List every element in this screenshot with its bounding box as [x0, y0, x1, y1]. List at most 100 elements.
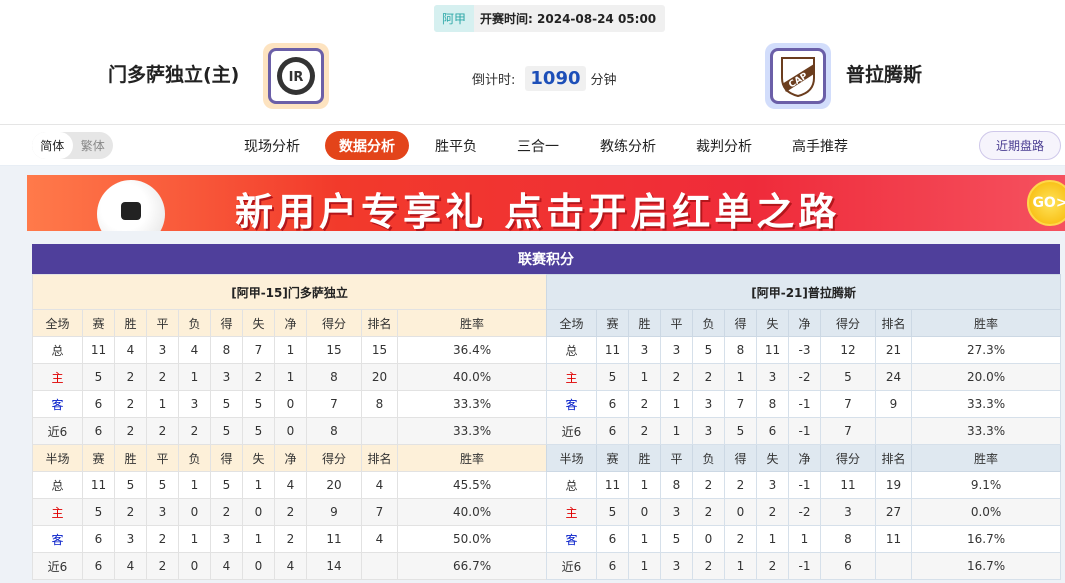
- table-cell: 6: [82, 417, 115, 445]
- nav-tab[interactable]: 教练分析: [600, 138, 656, 155]
- svg-text:IR: IR: [289, 70, 304, 85]
- match-info: 阿甲 开赛时间: 2024-08-24 05:00: [434, 5, 666, 32]
- column-header: 平: [660, 309, 693, 337]
- table-cell: 5: [820, 363, 876, 391]
- column-header: 胜率: [910, 309, 1062, 337]
- recent-trend-button[interactable]: 近期盘路: [979, 131, 1061, 160]
- column-header-row: 全场赛胜平负得失净得分 排名 胜率: [546, 309, 1062, 337]
- table-cell: 6: [82, 390, 115, 418]
- table-cell: 2: [692, 498, 725, 526]
- table-cell: 3: [660, 336, 693, 364]
- table-cell: 2: [724, 471, 757, 499]
- column-header: 净: [788, 444, 821, 472]
- table-cell: 2: [146, 525, 179, 553]
- table-cell: 3: [756, 363, 789, 391]
- table-cell: 36.4%: [396, 336, 548, 364]
- table-cell: 20.0%: [910, 363, 1062, 391]
- team-caption: [阿甲-15]门多萨独立: [31, 274, 548, 310]
- table-cell: [875, 417, 912, 445]
- table-cell: 4: [361, 525, 398, 553]
- table-row: 主 5 2 2 1 3 2 1 8 20 40.0%: [32, 363, 548, 391]
- row-label: 主: [546, 498, 597, 526]
- table-cell: 3: [692, 390, 725, 418]
- row-label: 总: [32, 336, 83, 364]
- table-cell: 0: [274, 417, 307, 445]
- table-row: 客 6 1 5 0 2 1 1 8 11 16.7%: [546, 525, 1062, 553]
- nav-tab[interactable]: 胜平负: [435, 138, 477, 155]
- table-cell: 2: [114, 363, 147, 391]
- away-team-logo: CAP: [765, 43, 831, 109]
- table-cell: 0: [242, 552, 275, 580]
- table-cell: -2: [788, 498, 821, 526]
- table-cell: 7: [242, 336, 275, 364]
- table-cell: 1: [660, 390, 693, 418]
- table-cell: 4: [361, 471, 398, 499]
- traditional-button[interactable]: 繁体: [80, 139, 105, 153]
- row-label: 主: [546, 363, 597, 391]
- table-cell: 0: [178, 498, 211, 526]
- row-label: 主: [32, 498, 83, 526]
- away-team-name: 普拉腾斯: [846, 64, 923, 86]
- nav-tab[interactable]: 三合一: [517, 138, 559, 155]
- table-cell: 2: [274, 498, 307, 526]
- nav-tab[interactable]: 现场分析: [244, 138, 300, 155]
- table-cell: 8: [724, 336, 757, 364]
- table-cell: 50.0%: [396, 525, 548, 553]
- table-cell: 4: [274, 471, 307, 499]
- column-header: 排名: [875, 444, 912, 472]
- league-standings: 联赛积分 [阿甲-15]门多萨独立 全场赛胜平负得失净得分 排名 胜率总 11 4 3 4 8 7…: [31, 244, 1062, 580]
- column-header: 全场: [546, 309, 597, 337]
- table-cell: 3: [114, 525, 147, 553]
- nav-tab[interactable]: 裁判分析: [696, 138, 752, 155]
- table-cell: 9: [875, 390, 912, 418]
- column-header: 得: [210, 309, 243, 337]
- table-cell: 20: [306, 471, 362, 499]
- table-cell: 8: [306, 417, 362, 445]
- table-cell: [361, 552, 398, 580]
- table-cell: 5: [210, 390, 243, 418]
- table-cell: 2: [274, 525, 307, 553]
- table-cell: 15: [306, 336, 362, 364]
- table-cell: 66.7%: [396, 552, 548, 580]
- home-team-name: 门多萨独立(主): [108, 64, 240, 86]
- column-header: 全场: [32, 309, 83, 337]
- table-cell: 7: [820, 390, 876, 418]
- row-label: 客: [32, 525, 83, 553]
- row-label: 总: [32, 471, 83, 499]
- column-header: 胜: [114, 444, 147, 472]
- row-label: 客: [546, 525, 597, 553]
- table-cell: 8: [756, 390, 789, 418]
- go-coin-icon[interactable]: GO>: [1027, 180, 1065, 226]
- table-cell: 27: [875, 498, 912, 526]
- league-label[interactable]: 阿甲: [434, 5, 475, 32]
- column-header: 半场: [32, 444, 83, 472]
- column-header: 负: [692, 309, 725, 337]
- simplified-button[interactable]: 简体: [32, 132, 73, 159]
- table-row: 主 5 2 3 0 2 0 2 9 7 40.0%: [32, 498, 548, 526]
- table-cell: 2: [146, 552, 179, 580]
- column-header: 平: [146, 444, 179, 472]
- language-toggle[interactable]: 简体 繁体: [32, 132, 113, 159]
- row-label: 客: [546, 390, 597, 418]
- nav-tab[interactable]: 数据分析: [325, 131, 409, 160]
- table-row: 近6 6 2 2 2 5 5 0 8 33.3%: [32, 417, 548, 445]
- table-row: 主 5 1 2 2 1 3 -2 5 24 20.0%: [546, 363, 1062, 391]
- table-cell: 1: [724, 363, 757, 391]
- table-cell: 3: [210, 363, 243, 391]
- table-cell: 16.7%: [910, 525, 1062, 553]
- table-cell: 0: [628, 498, 661, 526]
- table-cell: 15: [361, 336, 398, 364]
- table-cell: 6: [756, 417, 789, 445]
- table-cell: 5: [724, 417, 757, 445]
- nav-tab[interactable]: 高手推荐: [792, 138, 848, 155]
- table-row: 总 11 5 5 1 5 1 4 20 4 45.5%: [32, 471, 548, 499]
- table-cell: 0: [274, 390, 307, 418]
- column-header: 赛: [82, 309, 115, 337]
- column-header: 得: [724, 444, 757, 472]
- table-cell: 2: [628, 417, 661, 445]
- table-cell: 1: [756, 525, 789, 553]
- table-cell: 6: [596, 552, 629, 580]
- promo-banner[interactable]: 新用户专享礼 点击开启红单之路 GO>: [27, 175, 1065, 231]
- column-header: 失: [242, 444, 275, 472]
- kickoff-time: 2024-08-24 05:00: [537, 12, 657, 26]
